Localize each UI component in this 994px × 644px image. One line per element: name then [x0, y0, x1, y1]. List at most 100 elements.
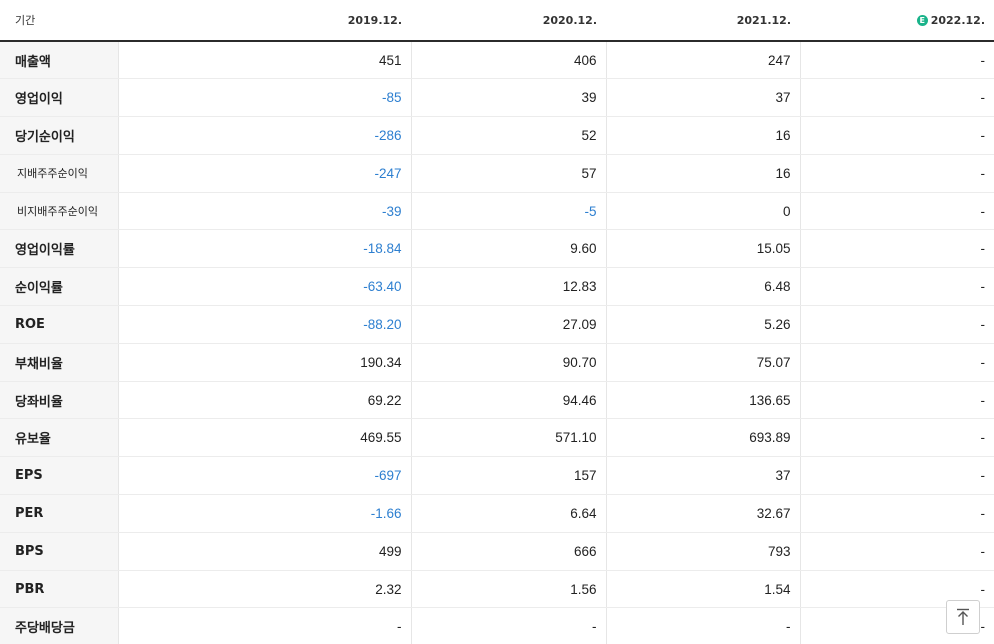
cell-value: 793	[606, 532, 801, 571]
cell-value: -	[800, 532, 994, 571]
cell-value: -	[800, 305, 994, 344]
cell-value: 37	[606, 456, 801, 496]
cell-value: 12.83	[411, 267, 607, 307]
cell-value: 16	[606, 154, 801, 193]
table-row: 영업이익률 -18.84 9.60 15.05 -	[0, 229, 994, 269]
cell-value: -5	[411, 192, 607, 231]
row-label: BPS	[0, 532, 119, 571]
cell-value: 90.70	[411, 342, 607, 382]
cell-value: -	[800, 154, 994, 193]
cell-value: -63.40	[118, 267, 412, 307]
cell-value: -	[800, 229, 994, 269]
period-2022: 2022.12.	[930, 13, 985, 27]
period-2019: 2019.12.	[118, 0, 411, 42]
table-row: 당좌비율 69.22 94.46 136.65 -	[0, 381, 994, 420]
table-row: 유보율 469.55 571.10 693.89 -	[0, 418, 994, 458]
cell-value: -	[800, 418, 994, 458]
cell-value: 571.10	[411, 418, 607, 458]
row-label: 영업이익	[0, 78, 119, 118]
table-row: 주당배당금 - - - -	[0, 607, 994, 644]
cell-value: 666	[411, 532, 607, 571]
cell-value: 37	[606, 78, 801, 118]
table-row: BPS 499 666 793 -	[0, 532, 994, 571]
cell-value: -	[118, 607, 412, 644]
table-body: 매출액 451 406 247 - 영업이익 -85 39 37 - 당기순이익…	[0, 41, 994, 644]
cell-value: -88.20	[118, 305, 412, 344]
cell-value: 406	[411, 41, 607, 80]
row-label: 비지배주주순이익	[0, 192, 119, 231]
cell-value: -	[800, 494, 994, 533]
row-label: 영업이익률	[0, 229, 119, 269]
row-label: 순이익률	[0, 267, 119, 307]
cell-value: -39	[118, 192, 412, 231]
period-2021: 2021.12.	[606, 0, 800, 42]
row-label: 부채비율	[0, 342, 119, 382]
cell-value: 9.60	[411, 229, 607, 269]
cell-value: 1.54	[606, 570, 801, 609]
cell-value: 1.56	[411, 570, 607, 609]
cell-value: 27.09	[411, 305, 607, 344]
cell-value: 5.26	[606, 305, 801, 344]
cell-value: 136.65	[606, 381, 801, 420]
scroll-to-top-button[interactable]	[946, 600, 980, 634]
table-row: 지배주주순이익 -247 57 16 -	[0, 154, 994, 193]
table-row: ROE -88.20 27.09 5.26 -	[0, 305, 994, 344]
row-label: 당기순이익	[0, 116, 119, 155]
cell-value: 693.89	[606, 418, 801, 458]
row-label: 지배주주순이익	[0, 154, 119, 193]
row-label: 매출액	[0, 41, 119, 80]
table-row: 매출액 451 406 247 -	[0, 41, 994, 80]
period-2020: 2020.12.	[411, 0, 606, 42]
cell-value: -697	[118, 456, 412, 496]
cell-value: 32.67	[606, 494, 801, 533]
cell-value: 2.32	[118, 570, 412, 609]
cell-value: -286	[118, 116, 412, 155]
table-row: EPS -697 157 37 -	[0, 456, 994, 496]
cell-value: 190.34	[118, 342, 412, 382]
cell-value: -	[606, 607, 801, 644]
row-label: 주당배당금	[0, 607, 119, 644]
cell-value: 247	[606, 41, 801, 80]
cell-value: 69.22	[118, 381, 412, 420]
cell-value: -247	[118, 154, 412, 193]
row-label: PER	[0, 494, 119, 533]
estimate-badge-icon: E	[916, 14, 928, 26]
table-row: PER -1.66 6.64 32.67 -	[0, 494, 994, 533]
cell-value: -	[800, 456, 994, 496]
cell-value: -	[411, 607, 607, 644]
cell-value: -	[800, 78, 994, 118]
table-row: 순이익률 -63.40 12.83 6.48 -	[0, 267, 994, 307]
cell-value: -	[800, 381, 994, 420]
cell-value: -85	[118, 78, 412, 118]
cell-value: -1.66	[118, 494, 412, 533]
table-row: 당기순이익 -286 52 16 -	[0, 116, 994, 155]
table-row: 비지배주주순이익 -39 -5 0 -	[0, 192, 994, 231]
arrow-up-to-line-icon	[957, 608, 969, 625]
row-label: 당좌비율	[0, 381, 119, 420]
cell-value: -	[800, 41, 994, 80]
cell-value: 6.64	[411, 494, 607, 533]
cell-value: -	[800, 116, 994, 155]
cell-value: 94.46	[411, 381, 607, 420]
cell-value: -18.84	[118, 229, 412, 269]
table-row: 부채비율 190.34 90.70 75.07 -	[0, 342, 994, 382]
cell-value: -	[800, 342, 994, 382]
cell-value: 0	[606, 192, 801, 231]
row-label: EPS	[0, 456, 119, 496]
cell-value: 52	[411, 116, 607, 155]
cell-value: 469.55	[118, 418, 412, 458]
cell-value: 39	[411, 78, 607, 118]
row-label: ROE	[0, 305, 119, 344]
cell-value: 16	[606, 116, 801, 155]
period-label: 기간	[0, 0, 118, 42]
cell-value: 499	[118, 532, 412, 571]
cell-value: 15.05	[606, 229, 801, 269]
cell-value: 57	[411, 154, 607, 193]
cell-value: 75.07	[606, 342, 801, 382]
cell-value: -	[800, 192, 994, 231]
table-row: PBR 2.32 1.56 1.54 -	[0, 570, 994, 609]
cell-value: 451	[118, 41, 412, 80]
table-header: 기간 2019.12. 2020.12. 2021.12. E 2022.12.	[0, 0, 994, 42]
cell-value: -	[800, 267, 994, 307]
